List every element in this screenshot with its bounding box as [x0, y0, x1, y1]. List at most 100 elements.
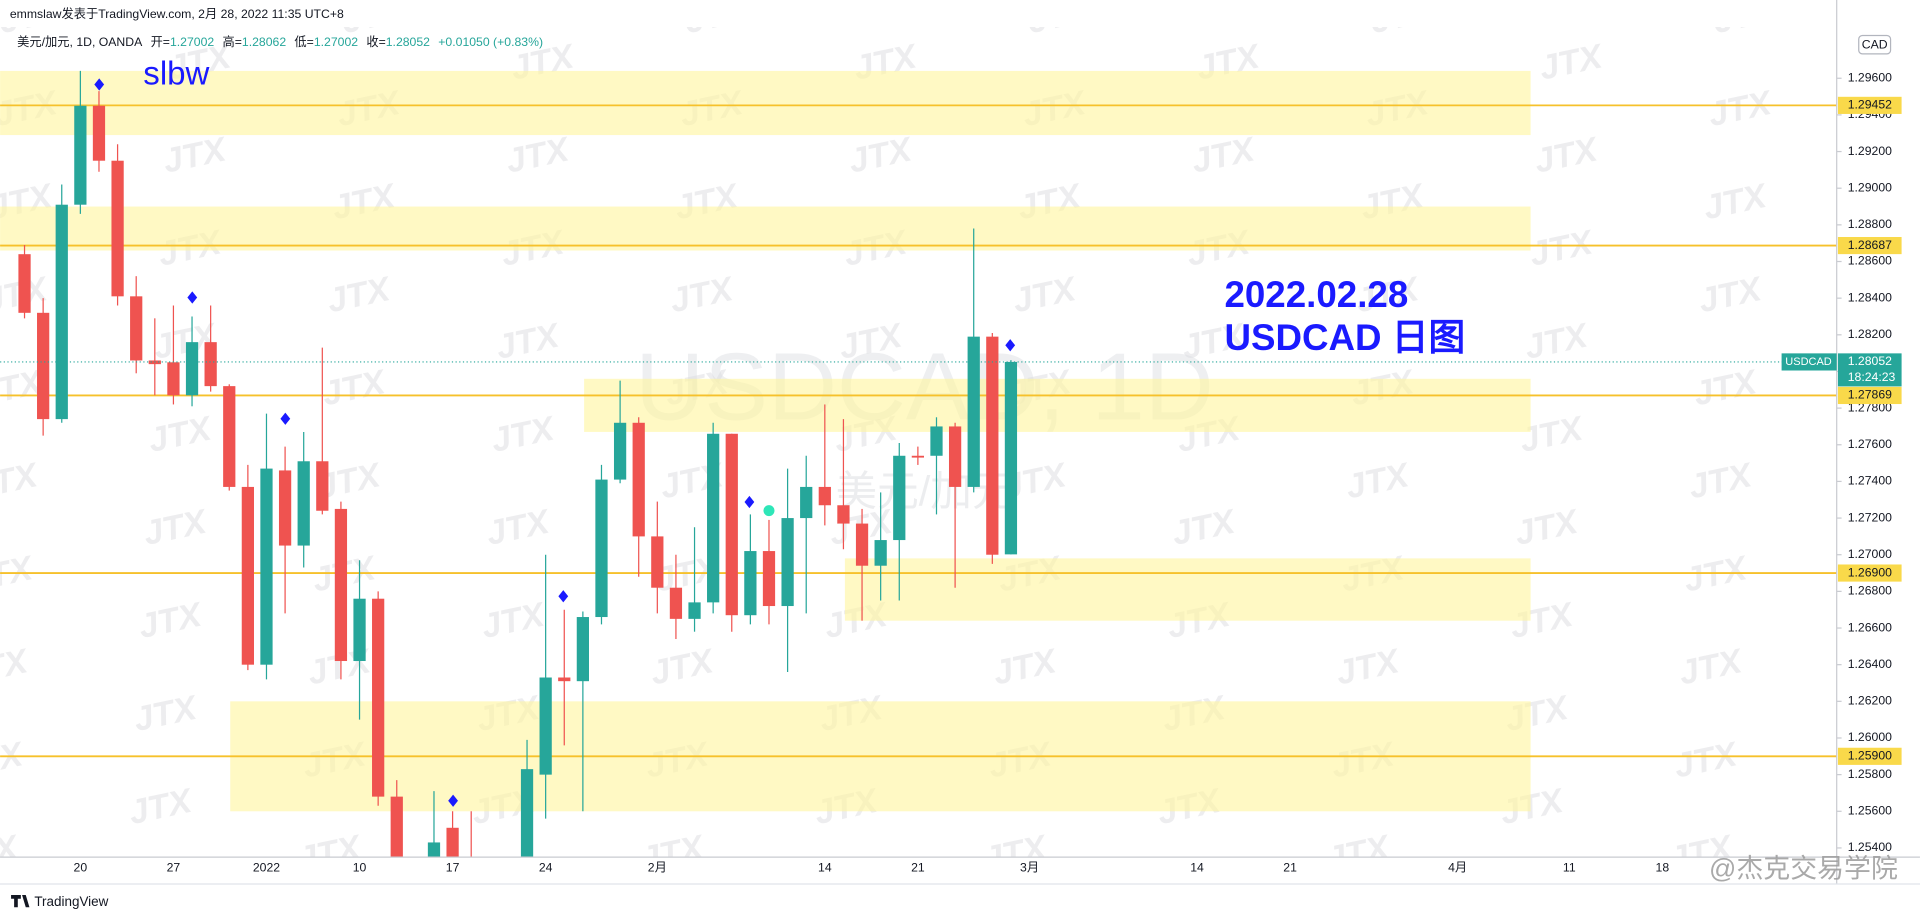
candle-body	[334, 508, 348, 662]
candle-body	[651, 536, 664, 588]
candle-body	[74, 105, 87, 205]
candle-body	[278, 470, 292, 546]
y-tick-label: 1.28600	[1848, 254, 1892, 268]
candle-body	[893, 455, 906, 541]
y-tick-label: 1.27200	[1848, 510, 1892, 524]
level-tag	[1837, 236, 1902, 255]
candle-body	[18, 254, 31, 313]
candle-body	[92, 105, 106, 161]
annotation: USDCAD 日图	[1224, 317, 1465, 358]
level-tag	[1837, 564, 1902, 582]
zone	[0, 70, 1531, 136]
x-tick-label: 20	[74, 860, 88, 874]
zone	[844, 558, 1531, 621]
x-tick-label: 18	[1656, 860, 1670, 874]
candle-body	[446, 827, 459, 858]
y-tick-label: 1.25400	[1848, 840, 1892, 854]
x-tick-label: 14	[818, 860, 832, 874]
x-tick-label: 2022	[253, 860, 280, 874]
candle-body	[688, 602, 701, 619]
candle-body	[707, 433, 720, 603]
signal-diamond	[558, 590, 569, 603]
x-tick-label: 17	[446, 860, 460, 874]
candle-layer	[0, 70, 1837, 858]
y-tick-label: 1.28800	[1848, 217, 1892, 231]
price-axis	[1836, 0, 1920, 885]
x-tick-label: 24	[539, 860, 553, 874]
legend-label: 收=	[366, 35, 385, 49]
zone	[0, 206, 1531, 251]
level-tag	[1837, 386, 1902, 405]
candle-body	[260, 468, 273, 665]
level-tag-label: 1.27869	[1848, 388, 1892, 402]
legend-value: 1.27002	[314, 35, 358, 49]
annotation: slbw	[143, 56, 209, 93]
brand-logo	[11, 895, 30, 908]
level-tag-label: 1.25900	[1848, 749, 1892, 763]
x-tick-label: 11	[1563, 860, 1576, 874]
signal-diamond	[187, 291, 198, 304]
symbol-tag	[1781, 353, 1837, 371]
candle-body	[37, 312, 50, 420]
candle-body	[837, 505, 850, 524]
symbol-tag-label: USDCAD	[1785, 356, 1832, 368]
candle-body	[390, 796, 403, 858]
x-tick-label: 3月	[1020, 860, 1039, 874]
candle-body	[1004, 361, 1018, 555]
y-tick-label: 1.27000	[1848, 547, 1892, 561]
zone-layer	[0, 70, 1837, 812]
y-tick-label: 1.28400	[1848, 290, 1892, 304]
price-tag-label: 1.28052	[1848, 354, 1892, 368]
candle-body	[911, 455, 925, 458]
legend-label: 开=	[151, 35, 170, 49]
legend-change: +0.01050 (+0.83%)	[438, 35, 543, 49]
y-tick-label: 1.26600	[1848, 620, 1892, 634]
candle-body	[948, 426, 962, 487]
level-tag-label: 1.28687	[1848, 238, 1892, 252]
candle-body	[669, 587, 683, 619]
y-tick-label: 1.26400	[1848, 657, 1892, 671]
price-tag	[1837, 353, 1902, 387]
x-tick-label: 4月	[1448, 860, 1467, 874]
y-tick-label: 1.29000	[1848, 180, 1892, 194]
candle-body	[781, 518, 794, 607]
legend: 美元/加元, 1D, OANDA 开=1.27002 高=1.28062 低=1…	[17, 34, 543, 49]
candle-body	[185, 342, 199, 396]
level-tag	[1837, 96, 1902, 114]
y-tick-label: 1.26000	[1848, 730, 1892, 744]
candle-body	[874, 540, 887, 566]
x-tick-label: 2月	[648, 860, 667, 874]
candle-body	[632, 422, 645, 537]
candle-body	[818, 486, 831, 506]
candle-body	[353, 598, 366, 662]
y-tick-label: 1.27400	[1848, 474, 1892, 488]
candle-body	[204, 342, 217, 387]
countdown-label: 18:24:23	[1848, 370, 1896, 384]
x-tick-label: 10	[353, 860, 367, 874]
candle-body	[241, 486, 254, 665]
legend-value: 1.27002	[170, 35, 214, 49]
legend-value: 1.28052	[386, 35, 430, 49]
candle-body	[725, 433, 738, 616]
y-tick-label: 1.26800	[1848, 584, 1892, 598]
legend-label: 高=	[223, 34, 242, 49]
candle-body	[576, 617, 589, 682]
candle-body	[967, 336, 980, 487]
candle-body	[744, 551, 757, 616]
candle-body	[930, 426, 943, 456]
y-tick-label: 1.27600	[1848, 437, 1892, 451]
candle-body	[427, 842, 441, 858]
y-tick-label: 1.28200	[1848, 327, 1892, 341]
brand: TradingView	[34, 894, 108, 909]
level-tag-label: 1.29452	[1848, 98, 1892, 112]
candle-body	[762, 551, 776, 607]
currency-label: CAD	[1862, 38, 1888, 52]
candle-body	[595, 479, 608, 618]
x-tick-label: 14	[1190, 860, 1204, 874]
signal-dot	[763, 505, 775, 517]
zone	[584, 378, 1531, 432]
candle-body	[316, 461, 329, 511]
y-tick-label: 1.29200	[1848, 144, 1892, 158]
